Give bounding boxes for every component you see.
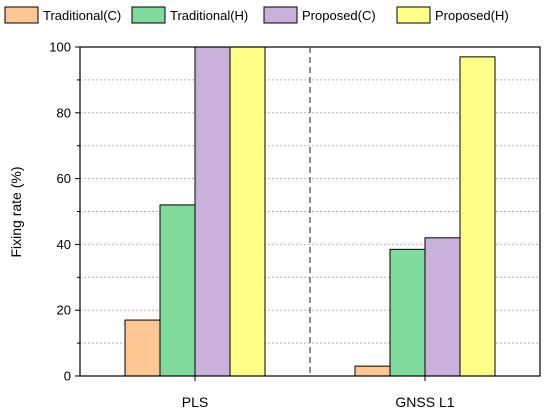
y-tick-label: 0 <box>64 369 71 384</box>
legend-swatch-traditional-c <box>4 6 39 24</box>
y-axis-title: Fixing rate (%) <box>8 166 24 257</box>
bar-proposed-h-gnss-l1 <box>459 56 496 377</box>
y-tick-label: 100 <box>49 40 71 55</box>
y-tick-label: 40 <box>57 237 71 252</box>
bar-traditional-c-pls <box>124 319 161 377</box>
category-label-pls: PLS <box>182 394 208 410</box>
category-label-gnss-l1: GNSS L1 <box>395 394 454 410</box>
bar-traditional-c-gnss-l1 <box>354 365 391 377</box>
bar-traditional-h-gnss-l1 <box>389 248 426 377</box>
bar-proposed-h-pls <box>229 46 266 377</box>
y-tick-label: 20 <box>57 303 71 318</box>
bar-proposed-c-gnss-l1 <box>424 237 461 377</box>
legend-label-traditional-c: Traditional(C) <box>43 8 121 23</box>
bar-proposed-c-pls <box>194 46 231 377</box>
x-axis-categories: PLS GNSS L1 <box>182 376 455 410</box>
legend-swatch-traditional-h <box>131 6 166 24</box>
legend-label-traditional-h: Traditional(H) <box>170 8 248 23</box>
bar-traditional-h-pls <box>159 204 196 377</box>
y-tick-label: 60 <box>57 171 71 186</box>
legend-swatch-proposed-c <box>263 6 298 24</box>
legend-label-proposed-c: Proposed(C) <box>302 8 376 23</box>
legend-label-proposed-h: Proposed(H) <box>435 8 509 23</box>
legend-swatch-proposed-h <box>396 6 431 24</box>
y-axis-ticks: 0 20 40 60 80 100 <box>49 40 80 384</box>
legend: Traditional(C) Traditional(H) Proposed(C) P… <box>4 6 509 24</box>
y-tick-label: 80 <box>57 105 71 120</box>
